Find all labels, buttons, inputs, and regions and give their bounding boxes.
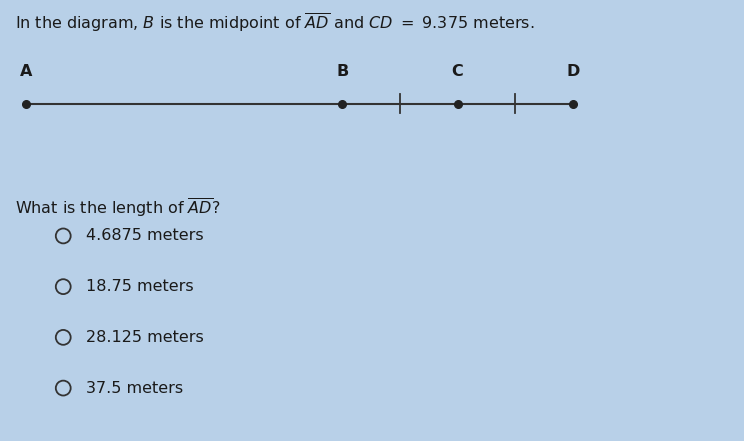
Text: 4.6875 meters: 4.6875 meters bbox=[86, 228, 203, 243]
Text: 18.75 meters: 18.75 meters bbox=[86, 279, 193, 294]
Text: 37.5 meters: 37.5 meters bbox=[86, 381, 183, 396]
Text: D: D bbox=[566, 64, 580, 79]
Text: 28.125 meters: 28.125 meters bbox=[86, 330, 203, 345]
Text: What is the length of $\overline{AD}$?: What is the length of $\overline{AD}$? bbox=[15, 196, 220, 219]
Text: B: B bbox=[336, 64, 348, 79]
Text: C: C bbox=[452, 64, 464, 79]
Text: A: A bbox=[20, 64, 32, 79]
Text: In the diagram, $\it{B}$ is the midpoint of $\overline{AD}$ and $\it{CD}$ $=$ 9.: In the diagram, $\it{B}$ is the midpoint… bbox=[15, 11, 534, 34]
